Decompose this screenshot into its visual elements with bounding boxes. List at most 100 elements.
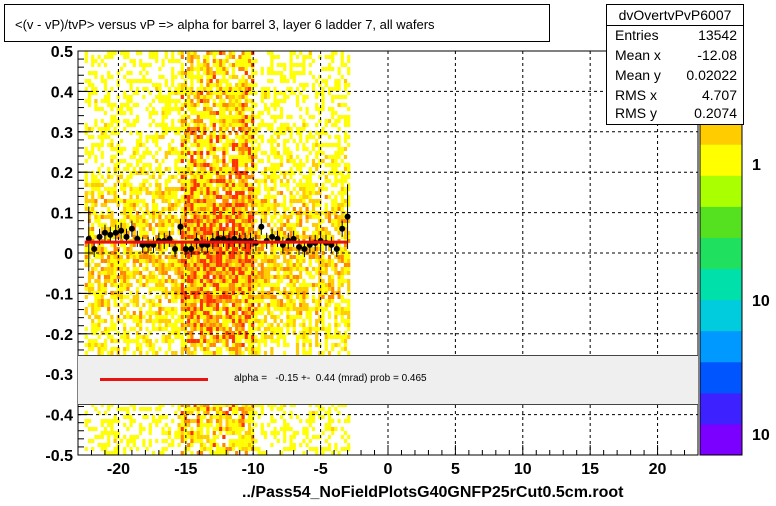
heatmap-cell xyxy=(308,215,312,219)
heatmap-cell xyxy=(135,171,140,175)
heatmap-cell xyxy=(235,83,239,87)
heatmap-cell xyxy=(311,131,316,135)
heatmap-cell xyxy=(193,183,197,187)
heatmap-cell xyxy=(91,275,95,279)
heatmap-cell xyxy=(187,227,191,231)
heatmap-cell xyxy=(193,203,197,207)
heatmap-cell xyxy=(283,75,287,79)
heatmap-cell xyxy=(206,75,210,79)
heatmap-cell xyxy=(295,335,300,339)
heatmap-cell xyxy=(273,235,277,239)
heatmap-cell xyxy=(289,447,293,451)
heatmap-cell xyxy=(100,107,104,111)
heatmap-cell xyxy=(164,159,168,163)
heatmap-cell xyxy=(212,303,216,307)
heatmap-cell xyxy=(267,123,271,127)
heatmap-cell xyxy=(231,195,236,199)
heatmap-cell xyxy=(241,423,245,427)
heatmap-cell xyxy=(187,283,191,287)
heatmap-cell xyxy=(279,103,284,107)
heatmap-cell xyxy=(215,271,220,275)
heatmap-cell xyxy=(164,279,168,283)
heatmap-cell xyxy=(222,63,226,67)
heatmap-cell xyxy=(203,167,207,171)
heatmap-cell xyxy=(113,155,117,159)
heatmap-cell xyxy=(215,155,220,159)
heatmap-cell xyxy=(174,319,178,323)
heatmap-cell xyxy=(206,115,210,119)
heatmap-cell xyxy=(308,275,312,279)
heatmap-cell xyxy=(196,139,200,143)
heatmap-cell xyxy=(190,295,194,299)
heatmap-cell xyxy=(132,351,136,355)
heatmap-cell xyxy=(257,283,261,287)
heatmap-cell xyxy=(87,83,92,87)
heatmap-cell xyxy=(119,295,124,299)
heatmap-cell xyxy=(251,143,255,147)
heatmap-cell xyxy=(180,343,184,347)
heatmap-cell xyxy=(219,79,223,83)
heatmap-cell xyxy=(174,351,178,355)
heatmap-cell xyxy=(276,151,280,155)
heatmap-cell xyxy=(187,443,191,447)
heatmap-cell xyxy=(148,323,152,327)
heatmap-cell xyxy=(254,179,258,183)
heatmap-cell xyxy=(228,295,232,299)
heatmap-cell xyxy=(244,159,248,163)
heatmap-cell xyxy=(263,283,268,287)
heatmap-cell xyxy=(135,251,140,255)
heatmap-cell xyxy=(199,275,204,279)
heatmap-cell xyxy=(100,295,104,299)
heatmap-cell xyxy=(225,283,229,287)
heatmap-cell xyxy=(225,103,229,107)
heatmap-cell xyxy=(228,91,232,95)
heatmap-cell xyxy=(289,303,293,307)
heatmap-cell xyxy=(161,183,165,187)
heatmap-cell xyxy=(260,307,264,311)
heatmap-cell xyxy=(308,411,312,415)
heatmap-cell xyxy=(305,295,309,299)
heatmap-cell xyxy=(235,299,239,303)
heatmap-cell xyxy=(142,143,146,147)
heatmap-cell xyxy=(299,187,303,191)
heatmap-cell xyxy=(247,279,252,283)
heatmap-cell xyxy=(209,163,213,167)
heatmap-cell xyxy=(212,179,216,183)
heatmap-cell xyxy=(219,279,223,283)
heatmap-cell xyxy=(305,159,309,163)
heatmap-cell xyxy=(110,335,114,339)
heatmap-cell xyxy=(212,335,216,339)
heatmap-cell xyxy=(241,187,245,191)
heatmap-cell xyxy=(222,403,226,407)
heatmap-cell xyxy=(283,247,287,251)
heatmap-cell xyxy=(209,247,213,251)
heatmap-cell xyxy=(167,87,172,91)
heatmap-cell xyxy=(180,183,184,187)
heatmap-cell xyxy=(267,95,271,99)
heatmap-cell xyxy=(260,403,264,407)
heatmap-cell xyxy=(132,147,136,151)
heatmap-cell xyxy=(164,267,168,271)
heatmap-cell xyxy=(260,91,264,95)
heatmap-cell xyxy=(209,327,213,331)
heatmap-cell xyxy=(145,219,149,223)
heatmap-cell xyxy=(203,299,207,303)
heatmap-cell xyxy=(257,451,261,455)
heatmap-cell xyxy=(171,231,175,235)
heatmap-cell xyxy=(193,327,197,331)
heatmap-cell xyxy=(193,267,197,271)
heatmap-cell xyxy=(132,415,136,419)
heatmap-cell xyxy=(215,119,220,123)
heatmap-cell xyxy=(308,343,312,347)
heatmap-cell xyxy=(254,115,258,119)
heatmap-cell xyxy=(244,135,248,139)
heatmap-cell xyxy=(219,415,223,419)
heatmap-cell xyxy=(241,123,245,127)
heatmap-cell xyxy=(119,199,124,203)
heatmap-cell xyxy=(145,63,149,67)
heatmap-cell xyxy=(180,71,184,75)
heatmap-cell xyxy=(241,243,245,247)
heatmap-cell xyxy=(231,299,236,303)
heatmap-cell xyxy=(107,335,111,339)
heatmap-cell xyxy=(100,259,104,263)
